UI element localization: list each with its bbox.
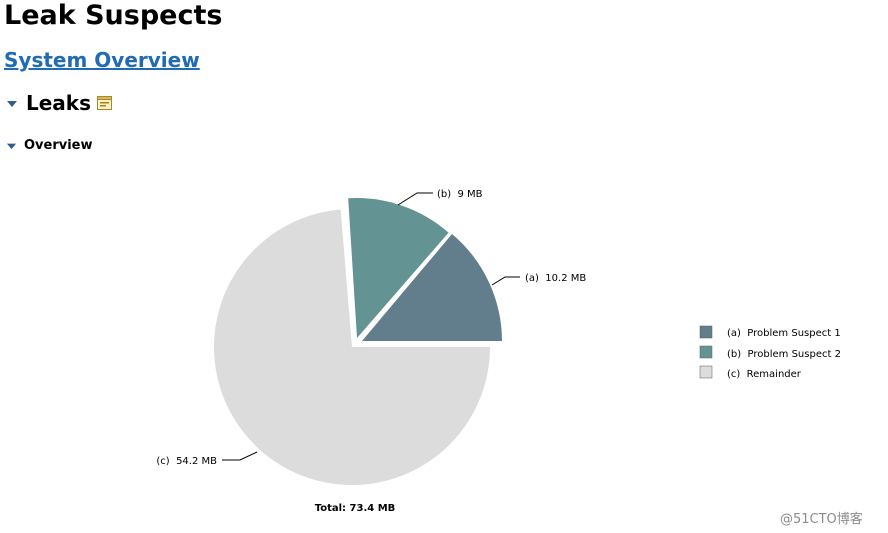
overview-heading: Overview: [24, 137, 93, 153]
watermark: @51CTO博客: [780, 512, 863, 527]
triangle-down-icon[interactable]: [6, 97, 18, 109]
label-leader-c: [222, 451, 258, 461]
chart-total-label: Total: 73.4 MB: [315, 503, 396, 514]
slice-label-c: (c) 54.2 MB: [156, 456, 217, 467]
pie-slice-b: [348, 198, 449, 338]
pie-slice-c: [214, 209, 490, 486]
triangle-down-icon[interactable]: [6, 140, 17, 151]
system-overview-link[interactable]: System Overview: [4, 48, 200, 72]
legend-swatch-a: [699, 325, 713, 339]
label-leader-a: [491, 276, 520, 286]
legend-swatch-c: [699, 365, 713, 379]
chart-legend: (a) Problem Suspect 1 (b) Problem Suspec…: [699, 325, 841, 380]
leaks-section-header[interactable]: Leaks: [6, 90, 113, 116]
pie-slice-a: [362, 234, 502, 341]
slice-label-b: (b) 9 MB: [437, 189, 483, 200]
legend-swatch-b: [699, 345, 713, 359]
label-leader-b: [397, 192, 433, 206]
legend-label-a: (a) Problem Suspect 1: [727, 328, 841, 339]
page-title: Leak Suspects: [4, 0, 223, 31]
details-icon[interactable]: [97, 96, 113, 110]
slice-label-a: (a) 10.2 MB: [525, 273, 586, 284]
legend-label-c: (c) Remainder: [727, 369, 802, 380]
legend-label-b: (b) Problem Suspect 2: [727, 349, 841, 360]
leaks-heading: Leaks: [26, 91, 92, 115]
overview-section-header[interactable]: Overview: [6, 136, 93, 154]
